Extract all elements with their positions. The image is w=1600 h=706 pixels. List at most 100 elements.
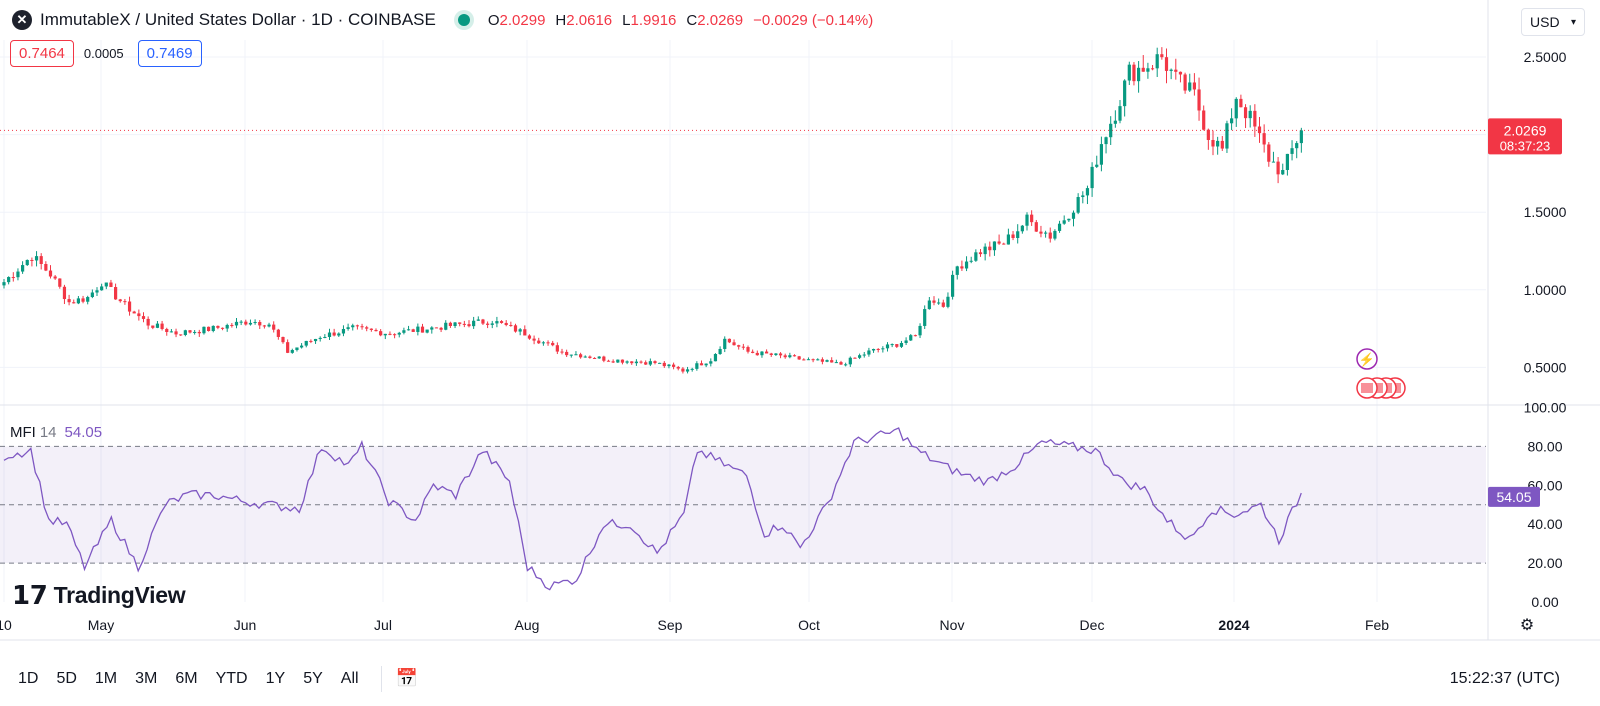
candle-body [1076,197,1080,213]
candle-body [355,325,359,327]
symbol-title[interactable]: ImmutableX / United States Dollar · 1D ·… [40,10,436,29]
candle-body [30,259,34,261]
candle-body [1267,144,1271,162]
candle-body [313,338,318,342]
market-status-icon[interactable] [457,14,470,26]
candle-body [551,342,555,346]
date-range-icon[interactable]: 📅 [395,668,418,688]
candle-body [620,359,625,363]
candle-body [104,282,108,287]
candle-body [904,340,908,343]
candle-body [839,362,843,365]
candle-body [1030,214,1034,223]
timeframe-ytd[interactable]: YTD [215,669,248,687]
grid-layer [0,0,1600,641]
buy-price-button[interactable]: 0.7469 [137,40,202,67]
candle-body [853,357,857,359]
candle-body [467,324,471,327]
candle-body [1216,140,1220,147]
candle-body [267,324,271,327]
candle-body [11,277,15,279]
candle-body [871,348,876,351]
candle-body [58,278,62,287]
time-tick-label: Nov [940,617,965,633]
sell-price-button[interactable]: 0.7464 [10,40,74,67]
candle-body [992,241,997,251]
candle-body [1071,212,1076,219]
candle-body [560,351,564,353]
timeframe-1y[interactable]: 1Y [265,669,286,687]
candle-body [820,359,824,362]
currency-select[interactable]: USD ▾ [1521,8,1585,36]
candle-body [932,300,936,303]
candle-body [1299,130,1303,144]
candle-body [48,270,53,277]
candle-body [1090,166,1094,189]
mfi-legend[interactable]: MFI 14 54.05 [10,424,102,441]
candle-body [709,361,713,364]
candle-body [262,325,266,327]
currency-label: USD [1530,14,1560,30]
candle-body [1202,110,1206,130]
timeframe-5d[interactable]: 5D [56,669,77,687]
timeframe-1d[interactable]: 1D [18,669,39,687]
timeframe-3m[interactable]: 3M [135,669,158,687]
mfi-value: 54.05 [64,424,103,441]
time-tick-label: Jun [234,617,257,633]
candle-body [662,362,666,367]
candle-body [1230,118,1234,124]
candle-body [44,264,48,271]
candle-body [881,348,885,350]
candle-body [704,363,708,366]
candle-body [1141,67,1145,72]
mfi-layer [0,427,1486,591]
candle-body [1239,98,1243,108]
candle-body [281,336,285,343]
tradingview-logo[interactable]: 𝟭𝟳 TradingView [12,580,186,611]
candle-body [1234,98,1238,119]
candle-body [1150,68,1155,70]
candle-body [755,352,759,356]
candle-body [569,354,573,356]
candle-body [616,359,620,363]
ohlc-high: H2.0616 [555,11,613,29]
candle-body [1053,230,1057,239]
lightning-event-icon [1356,348,1378,370]
candle-body [495,321,499,324]
mfi-value-badge [1488,486,1540,507]
candle-body [681,368,685,372]
time-tick-label: Sep [658,617,683,633]
candle-body [1257,126,1262,134]
candle-body [862,354,866,356]
candle-body [290,350,294,353]
tradingview-wordmark: TradingView [53,582,186,608]
candle-body [1192,82,1196,90]
candle-body [183,330,187,336]
timeframe-all[interactable]: All [340,669,359,687]
candle-body [774,353,778,355]
candle-body [1276,161,1280,175]
candle-body [918,325,922,336]
timeframe-5y[interactable]: 5Y [303,669,323,687]
candle-body [583,356,587,358]
candle-body [365,327,369,329]
candle-body [597,356,601,359]
candle-body [978,252,983,255]
candle-body [118,299,122,302]
candle-body [537,340,541,344]
candle-body [458,322,462,324]
candle-body [239,321,243,323]
time-tick-label: Jul [374,617,392,633]
timeframe-1m[interactable]: 1M [94,669,118,687]
candle-body [546,342,550,344]
candle-body [165,328,169,332]
candle-body [1062,220,1066,224]
candle-body [1285,153,1289,170]
candle-body [481,319,485,324]
candle-body [295,347,299,351]
utc-clock[interactable]: 15:22:37 (UTC) [1449,669,1560,687]
time-tick-label: Aug [515,617,540,633]
timeframe-6m[interactable]: 6M [175,669,198,687]
